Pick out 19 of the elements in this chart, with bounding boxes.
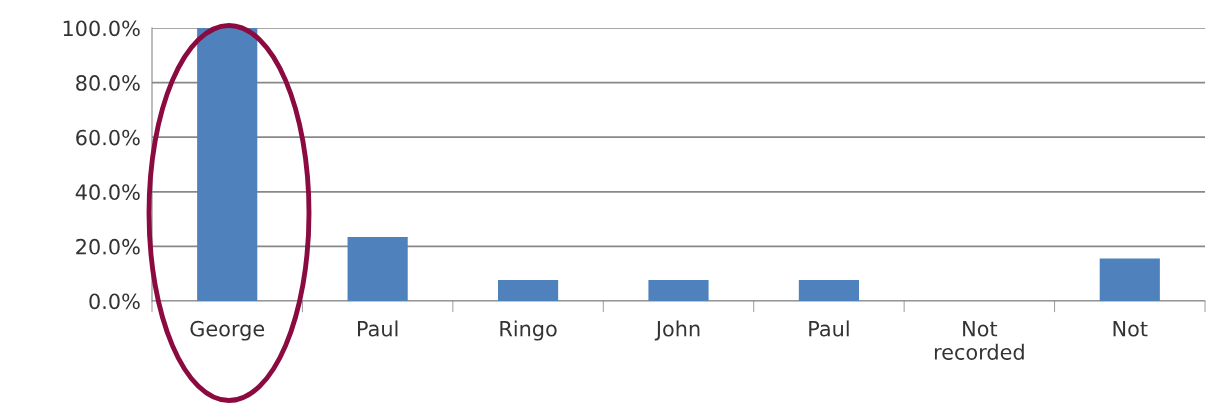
x-tick-label: Not [1113,321,1148,337]
x-tick-label: Paul [809,320,849,337]
y-tick-label: 40.0% [75,184,140,201]
bar [497,279,559,301]
y-tick-label: 80.0% [76,75,140,91]
y-tick-label: 0.0% [89,293,140,310]
x-tick-label: Not recorded [934,321,1024,360]
bar [347,237,408,301]
x-tick-label: Paul [358,320,398,337]
bar [197,28,258,301]
bar [1099,258,1160,301]
x-tick-label: George [190,320,265,341]
bar [648,279,709,301]
y-tick-label: 20.0% [76,238,140,255]
x-tick-label: Ringo [500,320,557,341]
bar [798,279,860,301]
x-tick-label: John [654,320,700,341]
y-tick-label: 100.0% [63,20,140,37]
y-tick-label: 60.0% [76,129,140,146]
